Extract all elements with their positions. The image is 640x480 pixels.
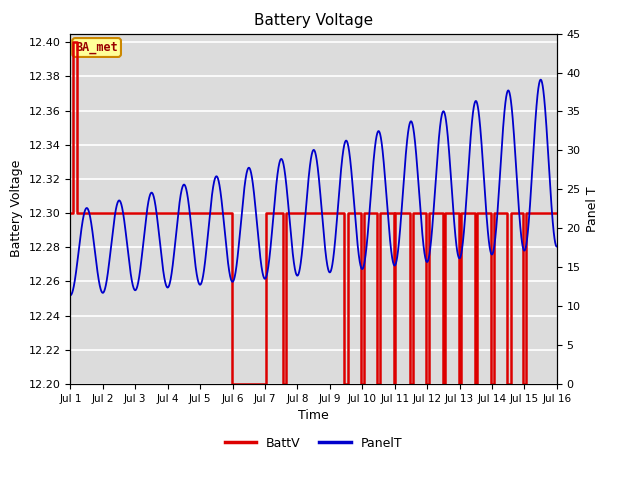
Y-axis label: Battery Voltage: Battery Voltage: [10, 160, 23, 257]
X-axis label: Time: Time: [298, 409, 329, 422]
Y-axis label: Panel T: Panel T: [586, 186, 599, 232]
Text: BA_met: BA_met: [76, 41, 118, 54]
Title: Battery Voltage: Battery Voltage: [254, 13, 373, 28]
Legend: BattV, PanelT: BattV, PanelT: [220, 432, 407, 455]
